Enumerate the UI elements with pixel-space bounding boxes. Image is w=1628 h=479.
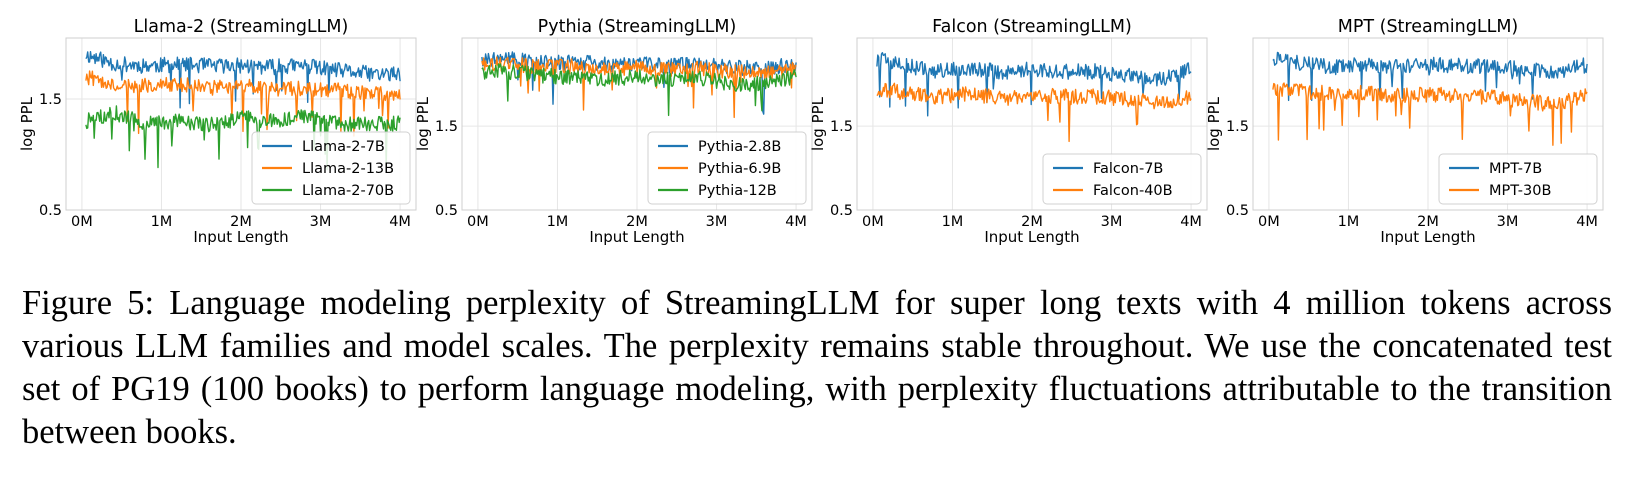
x-tick-label: 4M <box>1180 214 1202 230</box>
x-tick-label: 1M <box>547 214 569 230</box>
legend: Llama-2-7B Llama-2-13B Llama-2-70B <box>251 131 411 205</box>
x-tick-label: 3M <box>1101 214 1123 230</box>
x-tick-label: 2M <box>1417 214 1439 230</box>
x-tick-label: 3M <box>706 214 728 230</box>
y-tick-label: 0.5 <box>39 203 62 219</box>
x-tick-label: 4M <box>785 214 807 230</box>
legend-box <box>251 131 411 205</box>
legend-entry: Llama-2-13B <box>302 161 394 177</box>
series-line-llama-2-7b <box>85 51 401 109</box>
series-line-mpt-7b <box>1272 51 1588 102</box>
series-line-mpt-30b <box>1272 82 1588 146</box>
x-tick-label: 2M <box>626 214 648 230</box>
legend-entry: Pythia-12B <box>698 183 777 199</box>
chart-panel-2: 0M 1M 2M 3M 4M 0.5 1.5 Pythia (StreamingLLM) Inp… <box>414 17 813 246</box>
chart-title: Pythia (StreamingLLM) <box>538 17 737 37</box>
x-tick-label: 0M <box>862 214 884 230</box>
series-line-falcon-40b <box>876 82 1192 143</box>
legend: Falcon-7B Falcon-40B <box>1042 153 1202 205</box>
legend: MPT-7B MPT-30B <box>1438 153 1598 205</box>
legend: Pythia-2.8B Pythia-6.9B Pythia-12B <box>647 131 807 205</box>
x-tick-label: 1M <box>942 214 964 230</box>
x-tick-label: 0M <box>71 214 93 230</box>
x-tick-label: 2M <box>230 214 252 230</box>
series-line-pythia-12b <box>481 63 797 117</box>
x-tick-label: 4M <box>1576 214 1598 230</box>
legend-box <box>1042 153 1202 205</box>
legend-entry: Pythia-2.8B <box>698 139 781 155</box>
chart-title: MPT (StreamingLLM) <box>1338 17 1519 37</box>
x-tick-label: 0M <box>467 214 489 230</box>
y-tick-label: 0.5 <box>435 203 458 219</box>
legend-entry: MPT-7B <box>1489 161 1542 177</box>
legend-entry: Llama-2-7B <box>302 139 385 155</box>
legend-box <box>647 131 807 205</box>
chart-panel-1: 0M 1M 2M 3M 4M 0.5 1.5 Llama-2 (StreamingLLM) In… <box>18 17 417 246</box>
chart-title: Llama-2 (StreamingLLM) <box>134 17 349 37</box>
y-axis-label: log PPL <box>18 96 36 151</box>
plot-frame <box>65 37 417 211</box>
x-axis-label: Input Length <box>193 228 288 246</box>
y-axis-label: log PPL <box>1205 96 1223 151</box>
series-line-llama-2-70b <box>85 105 401 171</box>
x-tick-label: 1M <box>151 214 173 230</box>
y-tick-label: 1.5 <box>435 119 458 135</box>
legend-entry: Falcon-40B <box>1093 183 1173 199</box>
plot-frame <box>1252 37 1604 211</box>
y-axis-label: log PPL <box>414 96 432 151</box>
x-tick-label: 1M <box>1338 214 1360 230</box>
y-tick-label: 0.5 <box>830 203 853 219</box>
x-tick-label: 2M <box>1021 214 1043 230</box>
plot-frame <box>856 37 1208 211</box>
plot-frame <box>461 37 813 211</box>
x-axis-label: Input Length <box>589 228 684 246</box>
figure-caption: Figure 5: Language modeling perplexity o… <box>22 284 1612 451</box>
series-line-pythia-6.9b <box>481 56 797 119</box>
legend-entry: Falcon-7B <box>1093 161 1163 177</box>
y-tick-label: 1.5 <box>1226 119 1249 135</box>
x-tick-label: 3M <box>1497 214 1519 230</box>
chart-title: Falcon (StreamingLLM) <box>932 17 1132 37</box>
x-tick-label: 0M <box>1258 214 1280 230</box>
y-axis-label: log PPL <box>809 96 827 151</box>
legend-entry: Pythia-6.9B <box>698 161 781 177</box>
legend-box <box>1438 153 1598 205</box>
legend-entry: Llama-2-70B <box>302 183 394 199</box>
chart-panel-3: 0M 1M 2M 3M 4M 0.5 1.5 Falcon (StreamingLLM) Inp… <box>809 17 1208 246</box>
figure-panels: 0M 1M 2M 3M 4M 0.5 1.5 Llama-2 (StreamingLLM) In… <box>18 17 1604 246</box>
legend-entry: MPT-30B <box>1489 183 1551 199</box>
x-tick-label: 3M <box>310 214 332 230</box>
series-line-falcon-7b <box>876 52 1192 117</box>
chart-panel-4: 0M 1M 2M 3M 4M 0.5 1.5 MPT (StreamingLLM) Input … <box>1205 17 1604 246</box>
y-tick-label: 1.5 <box>39 92 62 108</box>
y-tick-label: 0.5 <box>1226 203 1249 219</box>
x-tick-label: 4M <box>389 214 411 230</box>
x-axis-label: Input Length <box>984 228 1079 246</box>
x-axis-label: Input Length <box>1380 228 1475 246</box>
y-tick-label: 1.5 <box>830 119 853 135</box>
